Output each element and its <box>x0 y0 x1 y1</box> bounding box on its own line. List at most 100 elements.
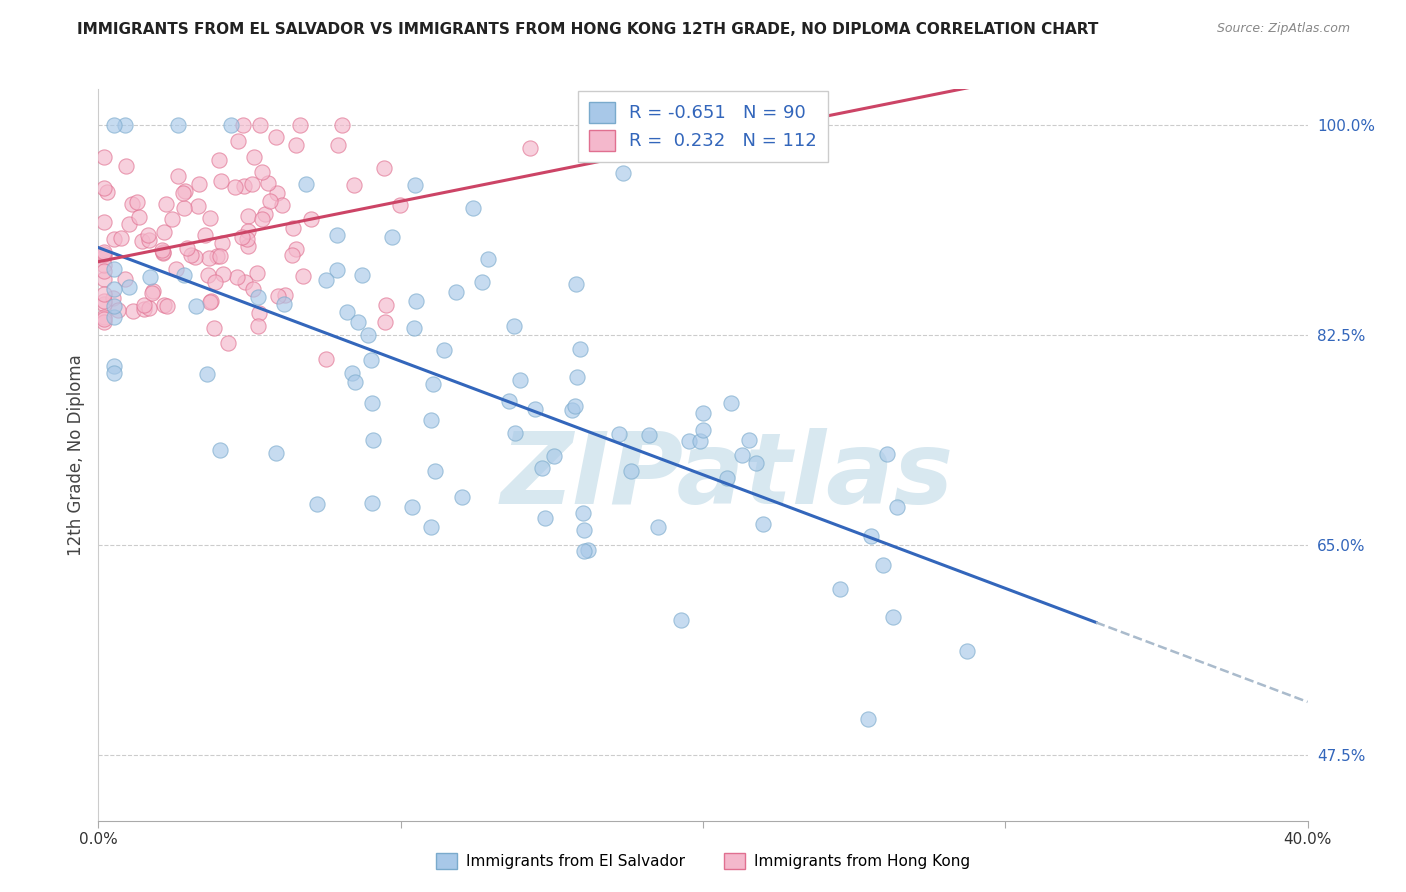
Text: IMMIGRANTS FROM EL SALVADOR VS IMMIGRANTS FROM HONG KONG 12TH GRADE, NO DIPLOMA : IMMIGRANTS FROM EL SALVADOR VS IMMIGRANT… <box>77 22 1098 37</box>
Point <box>561 403 583 417</box>
Point <box>720 395 742 409</box>
Point <box>498 393 520 408</box>
Point <box>647 520 669 534</box>
Point <box>236 231 259 245</box>
Point <box>433 343 456 358</box>
Point <box>361 433 384 447</box>
Point <box>401 500 423 514</box>
Point <box>374 315 396 329</box>
Point <box>357 327 380 342</box>
Point <box>872 558 894 572</box>
Point <box>284 137 307 152</box>
Point <box>118 217 141 231</box>
Point <box>183 250 205 264</box>
Point <box>180 248 202 262</box>
Point <box>402 320 425 334</box>
Point <box>217 336 239 351</box>
Point <box>142 285 165 299</box>
Point <box>198 294 221 309</box>
Point <box>373 161 395 176</box>
Point <box>184 299 207 313</box>
Point <box>420 520 443 534</box>
Text: ZIPatlas: ZIPatlas <box>501 428 953 525</box>
Point <box>274 288 297 302</box>
Point <box>404 178 426 193</box>
Point <box>198 251 221 265</box>
Point <box>173 268 195 282</box>
Point <box>211 236 233 251</box>
Point <box>208 153 231 168</box>
Point <box>204 275 226 289</box>
Point <box>731 448 754 462</box>
Point <box>93 287 115 301</box>
Point <box>574 523 596 537</box>
Point <box>138 301 160 315</box>
Point <box>233 275 256 289</box>
Point <box>103 299 125 313</box>
Point <box>110 231 132 245</box>
Point <box>117 280 139 294</box>
Point <box>347 315 370 329</box>
Point <box>136 228 159 243</box>
Point <box>336 305 359 319</box>
Point <box>295 177 318 191</box>
Point <box>153 298 176 312</box>
Point <box>188 178 211 192</box>
Point <box>283 220 305 235</box>
Point <box>166 169 188 183</box>
Point <box>236 224 259 238</box>
Point <box>291 268 314 283</box>
Point <box>128 210 150 224</box>
Point <box>166 118 188 132</box>
Point <box>165 261 187 276</box>
Point <box>93 215 115 229</box>
Y-axis label: 12th Grade, No Diploma: 12th Grade, No Diploma <box>66 354 84 556</box>
Point <box>856 712 879 726</box>
Point <box>114 159 136 173</box>
Point <box>246 318 269 333</box>
Legend: R = -0.651   N = 90, R =  0.232   N = 112: R = -0.651 N = 90, R = 0.232 N = 112 <box>578 91 828 161</box>
Point <box>266 186 288 200</box>
Point <box>139 269 162 284</box>
Point <box>565 277 588 291</box>
Point <box>882 610 904 624</box>
Point <box>121 304 143 318</box>
Point <box>326 227 349 242</box>
Point <box>93 245 115 260</box>
Point <box>352 268 374 282</box>
Point <box>344 375 367 389</box>
Point <box>576 543 599 558</box>
Point <box>361 496 384 510</box>
Point <box>502 319 524 334</box>
Point <box>195 367 218 381</box>
Point <box>519 141 541 155</box>
Point <box>692 423 714 437</box>
Point <box>173 202 195 216</box>
Point <box>678 434 700 448</box>
Point <box>574 544 596 558</box>
Point <box>271 198 294 212</box>
Point <box>307 497 329 511</box>
Point <box>620 464 643 478</box>
Point <box>360 396 382 410</box>
Point <box>420 413 443 427</box>
Point <box>121 196 143 211</box>
Point <box>285 242 308 256</box>
Point <box>208 249 231 263</box>
Point <box>152 243 174 257</box>
Point <box>141 286 163 301</box>
Point <box>461 201 484 215</box>
Point <box>247 306 270 320</box>
Point <box>236 210 259 224</box>
Point <box>103 310 125 324</box>
Point <box>103 366 125 380</box>
Point <box>138 233 160 247</box>
Point <box>93 310 115 324</box>
Point <box>326 263 349 277</box>
Point <box>93 150 115 164</box>
Point <box>236 238 259 252</box>
Point <box>93 293 115 308</box>
Point <box>96 185 118 199</box>
Point <box>93 272 115 286</box>
Point <box>249 118 271 132</box>
